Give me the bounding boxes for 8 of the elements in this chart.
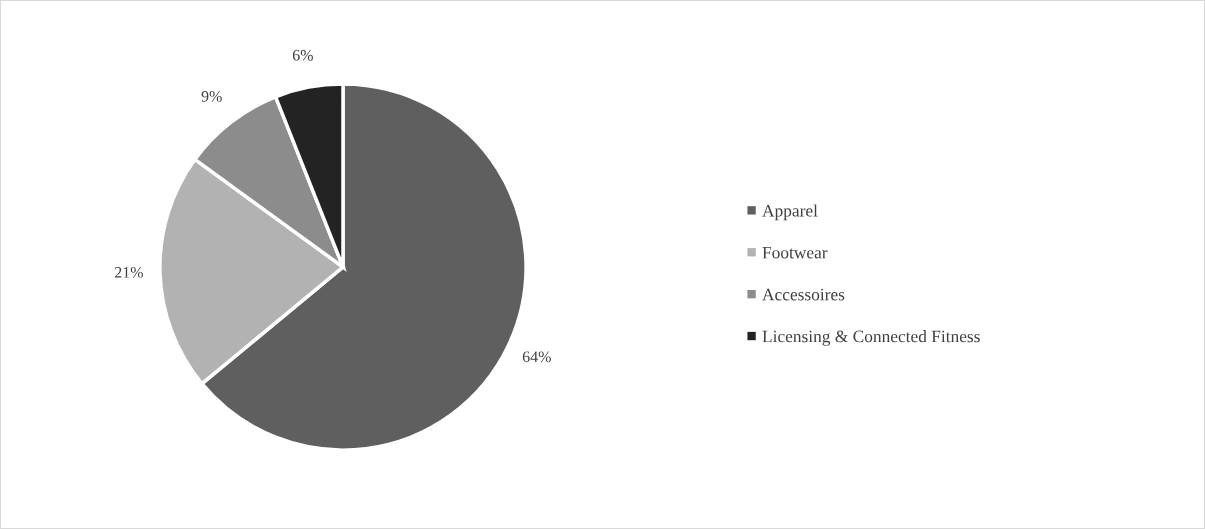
legend-label: Apparel [762,204,818,221]
data-label: 64% [522,351,551,363]
data-label: 21% [114,266,143,278]
legend-label: Footwear [762,246,828,259]
data-label: 6% [292,49,313,61]
data-label: 9% [201,90,222,102]
legend-label: Accessoires [762,288,845,301]
legend-label: Licensing & Connected Fitness [762,330,980,346]
